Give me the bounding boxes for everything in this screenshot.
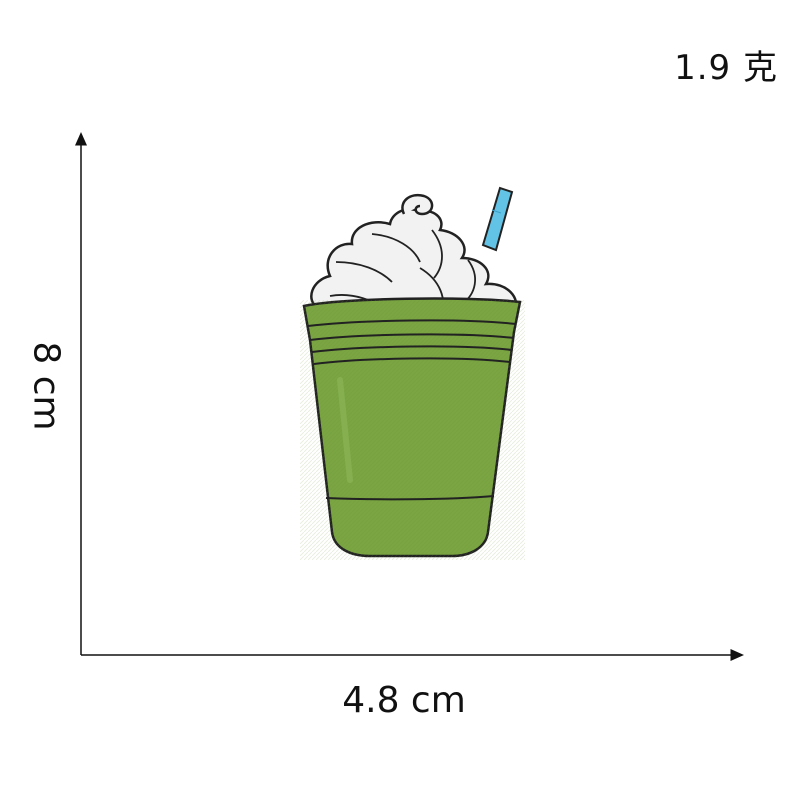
width-label: 4.8 cm [342, 680, 466, 721]
dimension-axes [75, 132, 744, 661]
straw-icon [481, 186, 514, 252]
frappe-cup-patch [300, 186, 525, 560]
height-label: 8 cm [25, 341, 67, 431]
cup-icon [300, 297, 525, 560]
weight-label: 1.9 克 [674, 48, 778, 88]
